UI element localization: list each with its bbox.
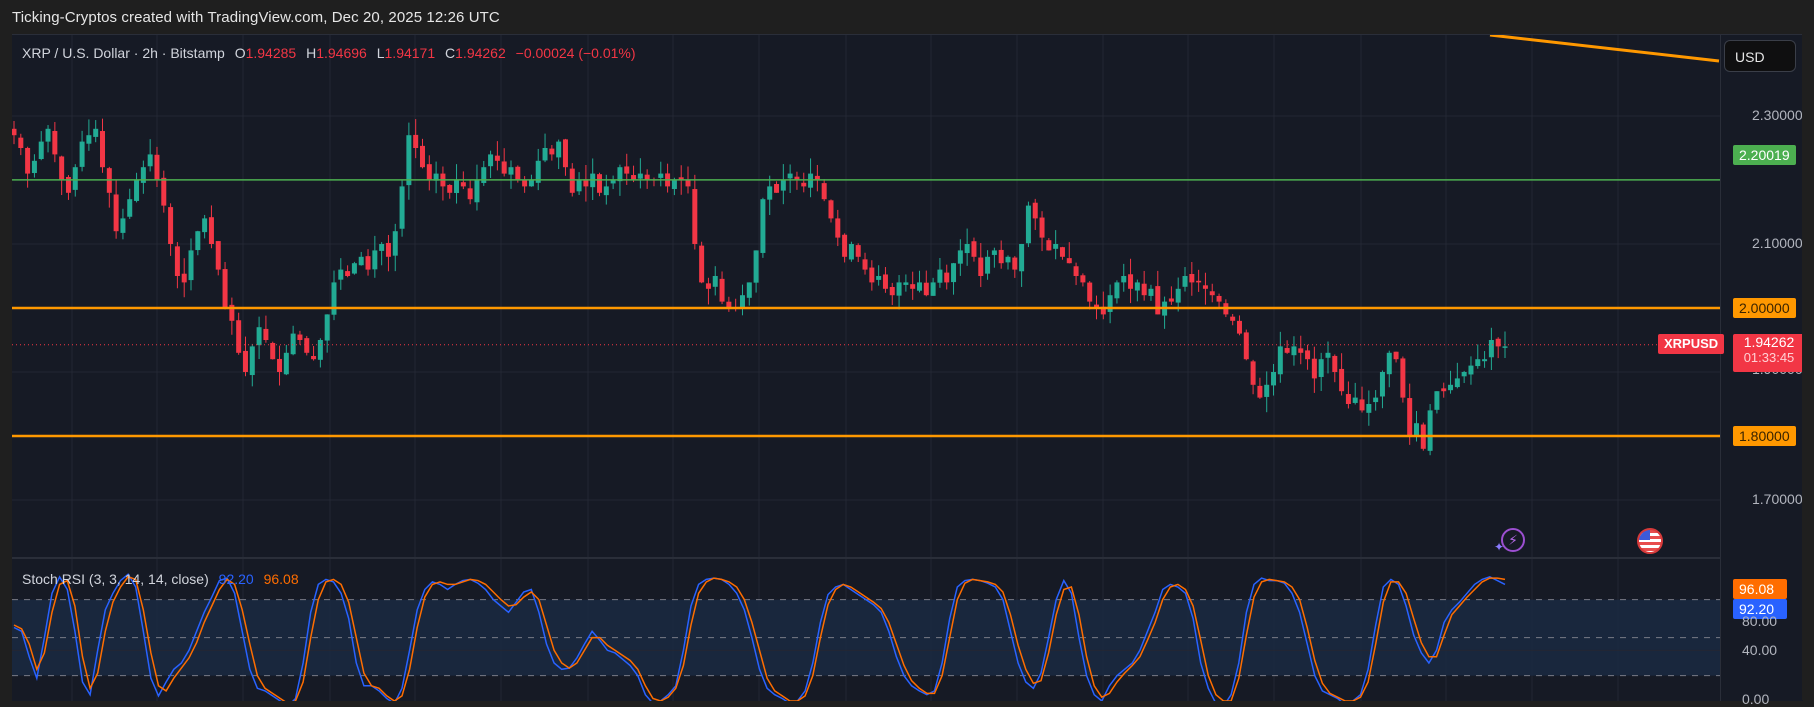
last-price-tag: 1.94262 01:33:45 [1733,334,1805,372]
us-flag-icon[interactable] [1637,528,1663,554]
symbol-title[interactable]: XRP / U.S. Dollar · 2h · Bitstamp [22,45,225,61]
stoch-label-0: 0.00 [1742,691,1770,707]
price-label-1.70: 1.70000 [1752,491,1803,507]
stoch-rsi-legend: Stoch RSI (3, 3, 14, 14, close) 92.20 96… [22,571,299,587]
open-label: O [234,45,246,61]
price-label-2.30: 2.30000 [1752,107,1803,123]
last-price: 1.94262 [1743,334,1795,350]
lightning-event-icon[interactable]: ⚡ [1501,528,1525,552]
chart-overlay [1489,35,1720,63]
close-label: C [445,45,456,61]
open-value: 1.94285 [245,45,297,61]
level-2-price-tag: 2.00000 [1733,298,1796,318]
stoch-label-80: 80.00 [1742,613,1778,629]
low-value: 1.94171 [384,45,436,61]
resistance-price-tag: 2.20019 [1733,145,1796,165]
right-gutter [1802,34,1814,700]
stoch-k-value: 92.20 [218,571,254,587]
support-price-tag: 1.80000 [1733,426,1796,446]
symbol-tag: XRPUSD [1658,334,1725,354]
currency-button[interactable]: USD [1724,40,1796,72]
low-label: L [376,45,385,61]
stoch-title[interactable]: Stoch RSI (3, 3, 14, 14, close) [22,571,209,587]
chart-container[interactable]: XRP / U.S. Dollar · 2h · Bitstamp O1.942… [12,34,1805,707]
chart-caption: Ticking-Cryptos created with TradingView… [12,9,500,26]
stoch-k-tag: 92.20 [1733,599,1787,619]
bar-countdown: 01:33:45 [1743,350,1795,365]
change-value: −0.00024 (−0.01%) [515,45,636,61]
close-value: 1.94262 [455,45,506,61]
sparkle-icon: ✦ [1494,540,1505,554]
price-chart-canvas[interactable] [12,35,1802,701]
stoch-label-40: 40.00 [1742,642,1778,658]
high-value: 1.94696 [316,45,367,61]
stoch-d-tag: 96.08 [1733,579,1787,599]
price-label-2.10: 2.10000 [1752,235,1803,251]
stoch-d-value: 96.08 [263,571,299,587]
symbol-legend: XRP / U.S. Dollar · 2h · Bitstamp O1.942… [22,45,636,61]
high-label: H [306,45,317,61]
